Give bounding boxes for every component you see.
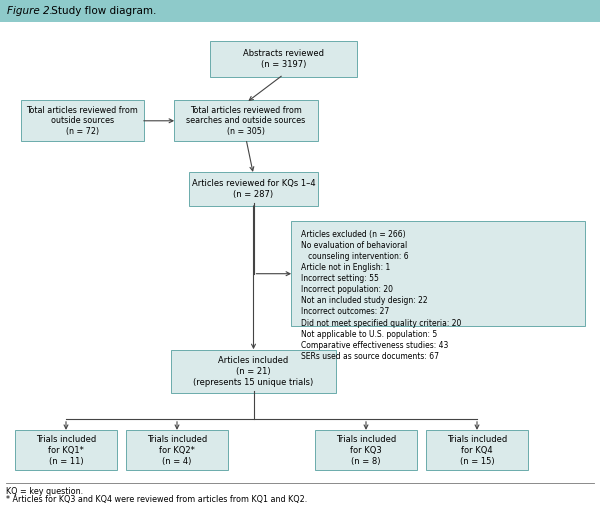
Text: Total articles reviewed from
searches and outside sources
(n = 305): Total articles reviewed from searches an… [187, 105, 305, 136]
Text: Trials included
for KQ4
(n = 15): Trials included for KQ4 (n = 15) [447, 435, 507, 466]
Text: Study flow diagram.: Study flow diagram. [48, 6, 157, 16]
FancyBboxPatch shape [0, 0, 600, 22]
FancyBboxPatch shape [15, 430, 117, 470]
FancyBboxPatch shape [189, 172, 318, 206]
Text: Trials included
for KQ2*
(n = 4): Trials included for KQ2* (n = 4) [147, 435, 207, 466]
FancyBboxPatch shape [21, 100, 144, 141]
FancyBboxPatch shape [171, 350, 336, 393]
Text: KQ = key question.: KQ = key question. [6, 487, 83, 496]
Text: Total articles reviewed from
outside sources
(n = 72): Total articles reviewed from outside sou… [26, 105, 139, 136]
FancyBboxPatch shape [315, 430, 417, 470]
Text: Trials included
for KQ3
(n = 8): Trials included for KQ3 (n = 8) [336, 435, 396, 466]
FancyBboxPatch shape [126, 430, 228, 470]
FancyBboxPatch shape [210, 41, 357, 77]
Text: Abstracts reviewed
(n = 3197): Abstracts reviewed (n = 3197) [243, 49, 324, 69]
Text: Figure 2.: Figure 2. [7, 6, 53, 16]
FancyBboxPatch shape [174, 100, 318, 141]
Text: Trials included
for KQ1*
(n = 11): Trials included for KQ1* (n = 11) [36, 435, 96, 466]
FancyBboxPatch shape [426, 430, 528, 470]
FancyBboxPatch shape [291, 221, 585, 326]
Text: Articles excluded (n = 266)
No evaluation of behavioral
   counseling interventi: Articles excluded (n = 266) No evaluatio… [301, 230, 461, 361]
Text: * Articles for KQ3 and KQ4 were reviewed from articles from KQ1 and KQ2.: * Articles for KQ3 and KQ4 were reviewed… [6, 495, 307, 504]
Text: Articles reviewed for KQs 1–4
(n = 287): Articles reviewed for KQs 1–4 (n = 287) [191, 179, 316, 199]
Text: Articles included
(n = 21)
(represents 15 unique trials): Articles included (n = 21) (represents 1… [193, 356, 314, 387]
